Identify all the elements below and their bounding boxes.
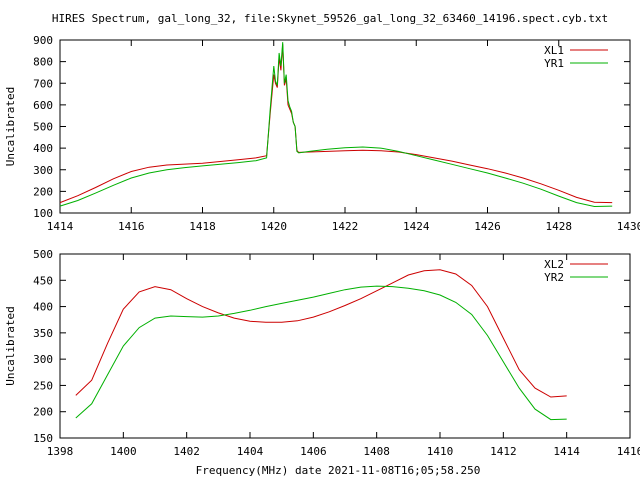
y-tick-label: 800 <box>33 56 53 69</box>
x-tick-label: 1400 <box>110 445 137 458</box>
y-tick-label: 150 <box>33 432 53 445</box>
y-axis-label: Uncalibrated <box>4 87 17 166</box>
x-tick-label: 1404 <box>237 445 264 458</box>
y-axis-label: Uncalibrated <box>4 306 17 385</box>
x-tick-label: 1412 <box>490 445 517 458</box>
y-tick-label: 350 <box>33 327 53 340</box>
series-line-xl2 <box>75 269 567 398</box>
y-tick-label: 500 <box>33 248 53 261</box>
y-tick-label: 200 <box>33 185 53 198</box>
y-tick-label: 500 <box>33 121 53 134</box>
x-tick-label: 1416 <box>118 220 145 233</box>
series-line-xl1 <box>59 44 613 204</box>
x-tick-label: 1418 <box>189 220 216 233</box>
y-tick-label: 200 <box>33 406 53 419</box>
y-tick-label: 400 <box>33 301 53 314</box>
y-tick-label: 900 <box>33 34 53 47</box>
legend-label: YR1 <box>544 57 564 70</box>
x-tick-label: 1416 <box>617 445 640 458</box>
x-tick-label: 1406 <box>300 445 327 458</box>
legend-label: YR2 <box>544 271 564 284</box>
x-tick-label: 1420 <box>261 220 288 233</box>
legend-label: XL1 <box>544 44 564 57</box>
y-tick-label: 600 <box>33 99 53 112</box>
y-tick-label: 400 <box>33 142 53 155</box>
legend-label: XL2 <box>544 258 564 271</box>
y-tick-label: 250 <box>33 379 53 392</box>
x-tick-label: 1422 <box>332 220 359 233</box>
series-line-yr1 <box>59 42 613 208</box>
y-tick-label: 100 <box>33 207 53 220</box>
x-tick-label: 1414 <box>553 445 580 458</box>
plot-frame <box>59 253 631 439</box>
x-tick-label: 1430 <box>617 220 640 233</box>
x-tick-label: 1408 <box>363 445 390 458</box>
chart-title: HIRES Spectrum, gal_long_32, file:Skynet… <box>52 12 608 25</box>
x-tick-label: 1428 <box>546 220 573 233</box>
x-tick-label: 1402 <box>173 445 200 458</box>
y-tick-label: 700 <box>33 77 53 90</box>
y-tick-label: 450 <box>33 274 53 287</box>
x-tick-label: 1410 <box>427 445 454 458</box>
y-tick-label: 300 <box>33 164 53 177</box>
plot-2: 1398 1400 1402 1404 1406 1408 1410 1412 1414 1416… <box>4 248 640 458</box>
y-tick-label: 300 <box>33 353 53 366</box>
plot-1: 1414 1416 1418 1420 1422 1424 1426 1428 1430 100 2… <box>4 34 640 233</box>
x-tick-label: 1398 <box>47 445 74 458</box>
series-line-yr2 <box>75 285 567 421</box>
x-tick-label: 1424 <box>403 220 430 233</box>
x-tick-label: 1414 <box>47 220 74 233</box>
bottom-x-axis-label: Frequency(MHz) date 2021-11-08T16;05;58.… <box>196 464 481 477</box>
x-tick-label: 1426 <box>474 220 501 233</box>
